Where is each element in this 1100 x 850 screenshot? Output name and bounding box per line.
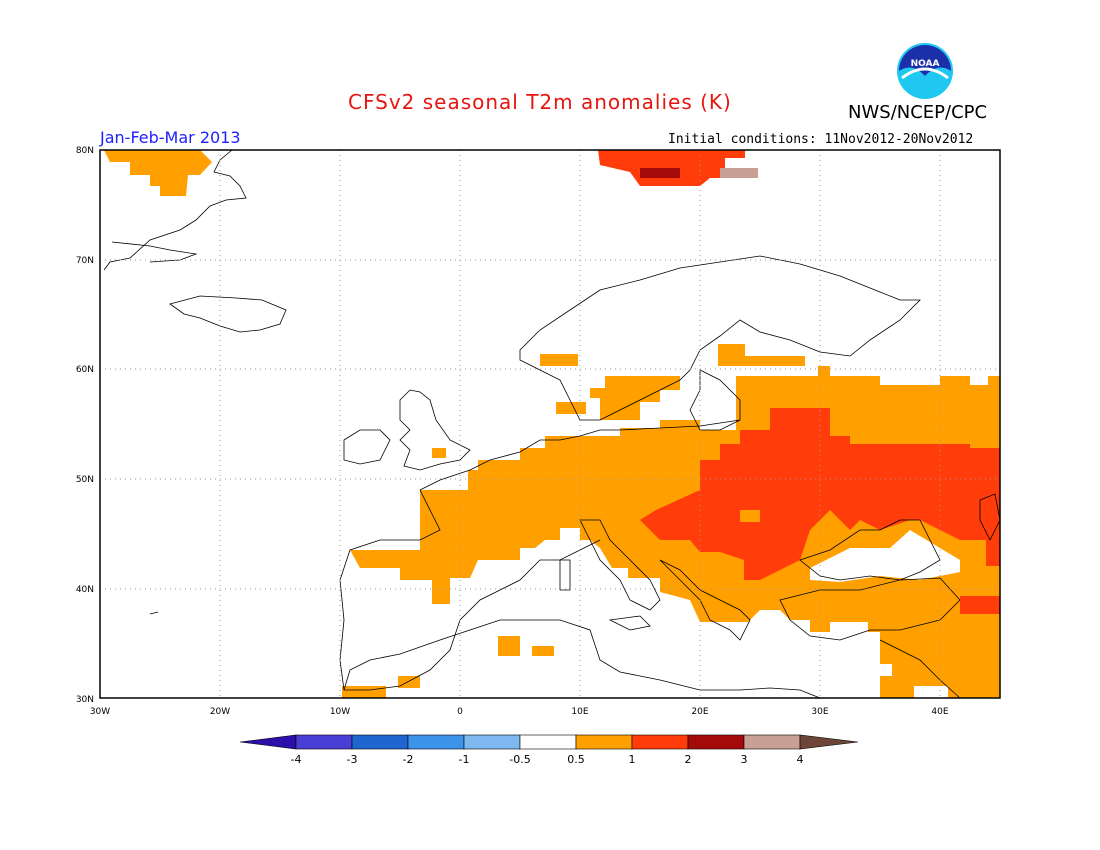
coastline (339, 489, 601, 691)
anomaly-patch (532, 646, 554, 656)
coastline (169, 295, 287, 333)
anomaly-patch (640, 168, 680, 178)
anomaly-patch (540, 354, 578, 366)
lon-tick-label: 10E (571, 707, 588, 717)
anomaly-patch (398, 676, 420, 688)
lat-tick-label: 50N (76, 475, 94, 485)
agency-label: NWS/NCEP/CPC (848, 102, 988, 123)
lat-tick-label: 60N (76, 365, 94, 375)
coastline (579, 519, 661, 611)
coastline (149, 611, 159, 615)
colorbar-label: -4 (291, 753, 302, 766)
lon-tick-label: 20W (210, 707, 230, 717)
colorbar-arrow-low (239, 734, 297, 750)
colorbar-label: 2 (685, 753, 692, 766)
colorbar-label: 4 (797, 753, 804, 766)
anomaly-patch (104, 150, 212, 196)
colorbar-label: -2 (403, 753, 414, 766)
water-mask (810, 530, 960, 582)
colorbar-arrow-high (799, 734, 859, 750)
lon-tick-label: 30E (811, 707, 828, 717)
map-frame (99, 149, 1001, 699)
anomaly-patch (556, 402, 586, 414)
lon-tick-label: 10W (330, 707, 350, 717)
anomaly-patch (342, 686, 386, 698)
colorbar-swatch (407, 734, 465, 750)
lon-tick-label: 0 (457, 707, 463, 717)
colorbar-swatch (295, 734, 353, 750)
lat-tick-label: 40N (76, 585, 94, 595)
colorbar-swatch (463, 734, 521, 750)
anomaly-patch (432, 448, 446, 458)
lon-tick-label: 40E (931, 707, 948, 717)
coastline (608, 615, 651, 631)
initial-conditions: Initial conditions: 11Nov2012-20Nov2012 (668, 132, 974, 147)
anomaly-fill (104, 150, 1000, 698)
water-mask (740, 510, 760, 522)
colorbar-swatch (351, 734, 409, 750)
latitude-ticks: 30N 40N 50N 60N 70N 80N (76, 146, 94, 705)
coastline (979, 493, 1001, 541)
lat-tick-label: 30N (76, 695, 94, 705)
colorbar-swatch (743, 734, 801, 750)
graticule (100, 150, 1000, 698)
anomaly-patch (640, 408, 1000, 580)
coastline (689, 369, 741, 431)
coastline (799, 519, 941, 581)
colorbar-label: 1 (629, 753, 636, 766)
coastline (559, 559, 571, 591)
longitude-ticks: 30W 20W 10W 0 10E 20E 30E 40E (90, 707, 949, 717)
noaa-logo-icon: NOAA (897, 43, 953, 99)
lon-tick-label: 30W (90, 707, 110, 717)
lat-tick-label: 70N (76, 256, 94, 266)
coastline (879, 639, 961, 699)
colorbar-label: -1 (459, 753, 470, 766)
colorbar-label: -0.5 (509, 753, 530, 766)
anomaly-patch (590, 376, 680, 420)
colorbar-swatch (575, 734, 633, 750)
colorbar-swatch (519, 734, 577, 750)
coastline (343, 619, 821, 699)
colorbar-label: -3 (347, 753, 358, 766)
anomaly-patch (718, 344, 805, 366)
coastline (103, 149, 247, 271)
coastline (343, 429, 391, 465)
colorbar-swatch (687, 734, 745, 750)
anomaly-patch (498, 636, 520, 656)
colorbar: -4 -3 -2 -1 -0.5 0.5 1 2 3 4 (239, 734, 859, 766)
anomaly-patch (960, 596, 1000, 614)
coastlines (103, 149, 1001, 699)
lon-tick-label: 20E (691, 707, 708, 717)
lat-tick-label: 80N (76, 146, 94, 156)
coastline (419, 419, 741, 491)
forecast-period: Jan-Feb-Mar 2013 (100, 128, 241, 147)
anomaly-patch (880, 676, 914, 698)
colorbar-swatch (631, 734, 689, 750)
colorbar-label: 3 (741, 753, 748, 766)
logo-text: NOAA (911, 59, 940, 69)
anomaly-patch (720, 168, 758, 178)
map-title: CFSv2 seasonal T2m anomalies (K) (348, 90, 732, 114)
colorbar-label: 0.5 (567, 753, 585, 766)
coastline (399, 389, 471, 471)
